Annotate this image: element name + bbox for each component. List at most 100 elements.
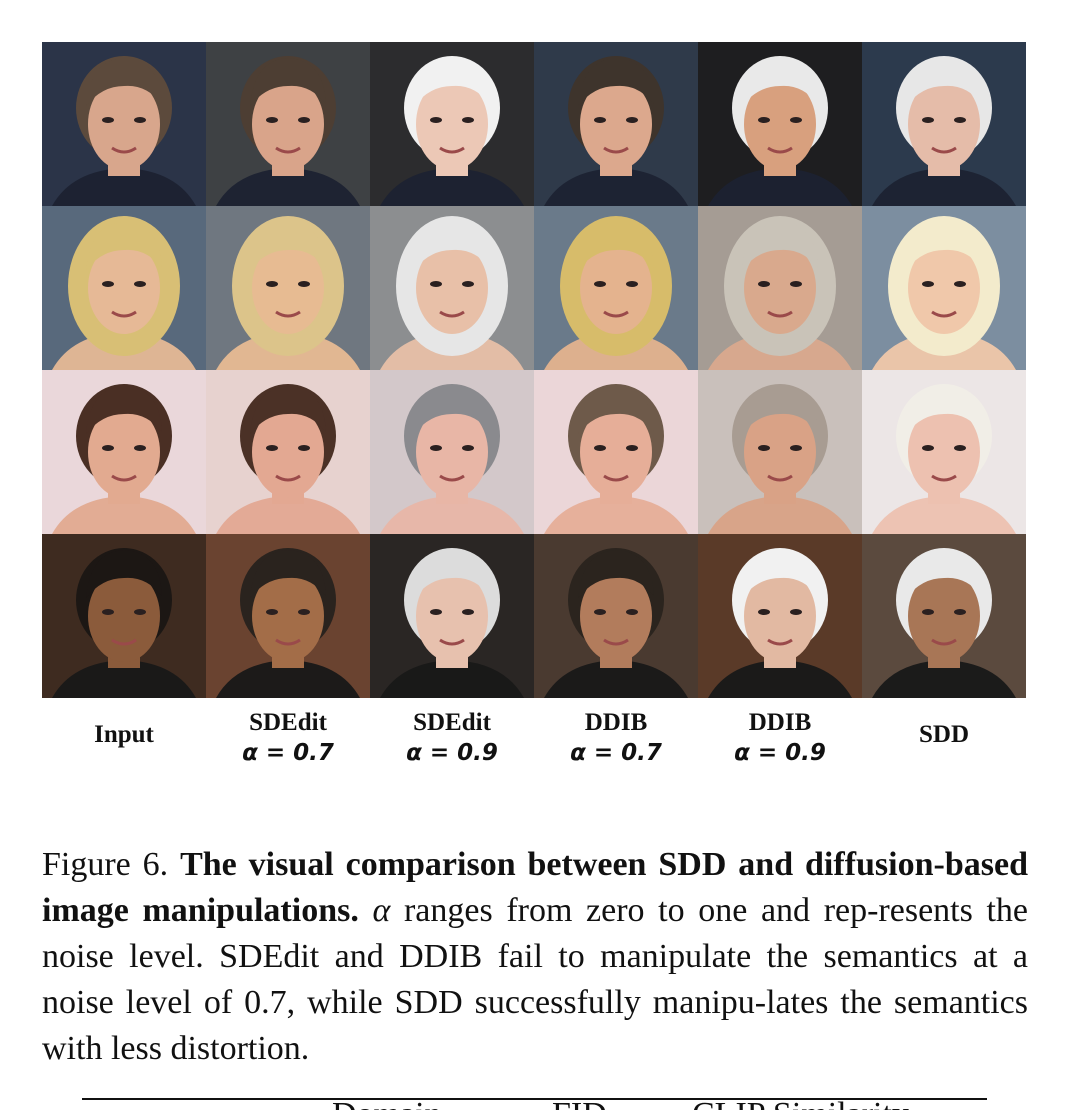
portrait-hair-top (86, 550, 162, 598)
portrait-image (698, 42, 862, 206)
portrait-image (698, 206, 862, 370)
portrait-face (88, 406, 160, 498)
portrait-mouth (111, 638, 137, 646)
portrait-face (416, 570, 488, 662)
portrait-hair-top (250, 550, 326, 598)
portrait-face (416, 78, 488, 170)
portrait-eye (266, 445, 278, 451)
portrait-eye (758, 445, 770, 451)
portrait-eye (462, 445, 474, 451)
portrait-row2-sdd (862, 206, 1026, 370)
portrait-shoulders (708, 660, 852, 698)
portrait-eye (954, 609, 966, 615)
portrait-mouth (439, 310, 465, 318)
portrait-eye (954, 117, 966, 123)
portrait-mouth (931, 146, 957, 154)
figure-caption: Figure 6. The visual comparison between … (42, 842, 1028, 1072)
portrait-image (534, 206, 698, 370)
portrait-image (370, 42, 534, 206)
portrait-eye (134, 281, 146, 287)
portrait-face (744, 570, 816, 662)
portrait-eye (594, 609, 606, 615)
portrait-eye (430, 609, 442, 615)
portrait-hair-top (578, 222, 654, 270)
portrait-shoulders (216, 660, 360, 698)
portrait-mouth (111, 474, 137, 482)
column-label-line2: α = 0.7 (570, 740, 662, 766)
caption-alpha-symbol: α (372, 892, 391, 929)
portrait-eye (430, 445, 442, 451)
portrait-row1-sdedit-09 (370, 42, 534, 206)
column-label-line1: SDD (918, 721, 969, 748)
portrait-mouth (111, 146, 137, 154)
portrait-eye (594, 117, 606, 123)
portrait-hair-top (578, 386, 654, 434)
portrait-mouth (275, 638, 301, 646)
portrait-eye (298, 609, 310, 615)
portrait-mouth (767, 474, 793, 482)
portrait-row3-ddib-07 (534, 370, 698, 534)
portrait-hair-top (414, 222, 490, 270)
portrait-mouth (931, 310, 957, 318)
portrait-eye (266, 117, 278, 123)
portrait-eye (626, 281, 638, 287)
portrait-shoulders (52, 496, 196, 534)
figure-image-grid (42, 42, 1026, 698)
portrait-eye (102, 281, 114, 287)
portrait-shoulders (872, 496, 1016, 534)
column-label-input: Input (42, 708, 206, 778)
portrait-eye (626, 609, 638, 615)
portrait-hair-top (906, 550, 982, 598)
column-label-line1: SDEdit (413, 709, 491, 736)
portrait-image (206, 370, 370, 534)
portrait-hair-top (86, 58, 162, 106)
portrait-eye (758, 609, 770, 615)
portrait-shoulders (872, 168, 1016, 206)
portrait-image (370, 206, 534, 370)
portrait-eye (430, 281, 442, 287)
portrait-face (908, 406, 980, 498)
caption-lead: Figure 6. (42, 846, 181, 883)
portrait-image (698, 370, 862, 534)
portrait-hair-top (742, 386, 818, 434)
portrait-row1-ddib-07 (534, 42, 698, 206)
portrait-row1-input (42, 42, 206, 206)
portrait-eye (298, 281, 310, 287)
portrait-eye (626, 117, 638, 123)
portrait-image (42, 206, 206, 370)
portrait-shoulders (544, 496, 688, 534)
column-label-line2: α = 0.7 (242, 740, 334, 766)
portrait-mouth (931, 638, 957, 646)
portrait-eye (758, 281, 770, 287)
portrait-row4-ddib-09 (698, 534, 862, 698)
portrait-mouth (767, 310, 793, 318)
portrait-row1-sdedit-07 (206, 42, 370, 206)
figure-column-labels: Input SDEdit α = 0.7 SDEdit α = 0.9 DDIB… (42, 708, 1026, 778)
portrait-image (42, 370, 206, 534)
column-label-line1: Input (94, 721, 154, 748)
portrait-row3-sdedit-09 (370, 370, 534, 534)
portrait-eye (462, 117, 474, 123)
portrait-image (862, 42, 1026, 206)
portrait-eye (790, 609, 802, 615)
portrait-image (534, 370, 698, 534)
portrait-shoulders (544, 660, 688, 698)
portrait-mouth (603, 146, 629, 154)
portrait-eye (462, 281, 474, 287)
portrait-image (534, 534, 698, 698)
portrait-face (744, 406, 816, 498)
table-header-fragment: Domain FID CLIP Similarity (82, 1100, 987, 1110)
portrait-image (862, 534, 1026, 698)
portrait-row4-sdedit-09 (370, 534, 534, 698)
portrait-hair-top (906, 58, 982, 106)
portrait-hair-top (578, 58, 654, 106)
column-label-ddib-07: DDIB α = 0.7 (534, 708, 698, 778)
portrait-row2-sdedit-09 (370, 206, 534, 370)
portrait-image (42, 534, 206, 698)
portrait-row4-ddib-07 (534, 534, 698, 698)
portrait-eye (790, 117, 802, 123)
portrait-face (908, 78, 980, 170)
portrait-image (370, 370, 534, 534)
portrait-mouth (767, 146, 793, 154)
portrait-eye (922, 281, 934, 287)
